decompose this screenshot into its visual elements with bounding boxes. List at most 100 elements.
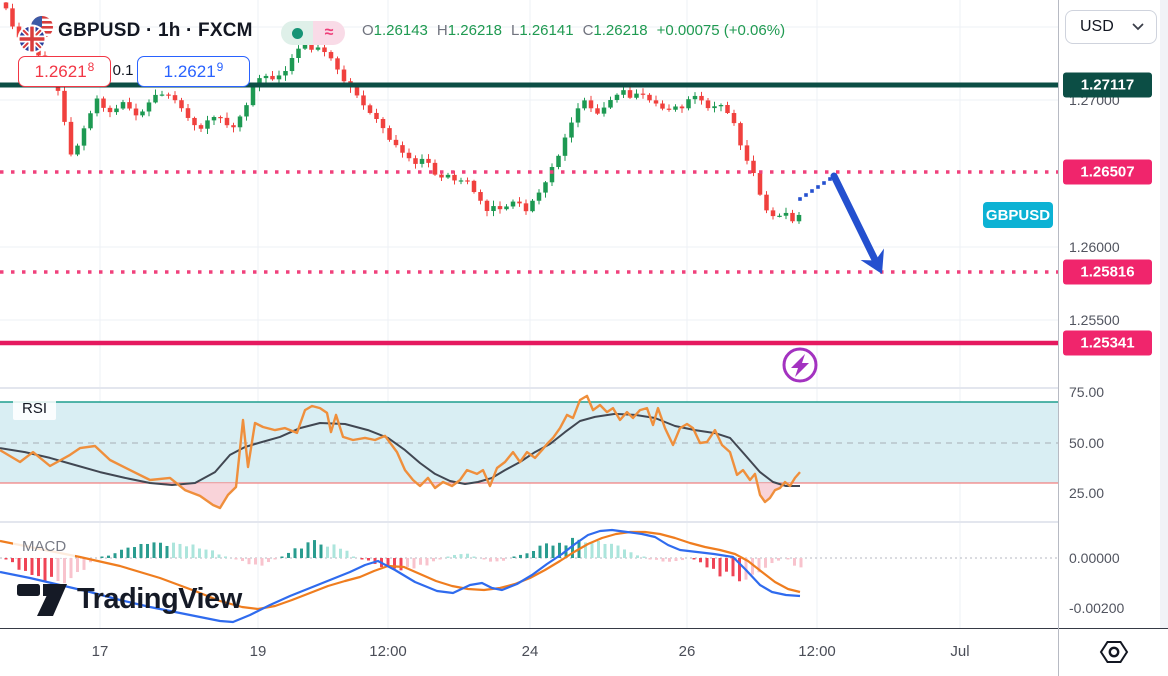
close-label: C: [582, 22, 594, 39]
macd-histogram-bar: [453, 554, 456, 558]
macd-histogram-bar: [367, 558, 370, 561]
macd-histogram-bar: [636, 555, 639, 558]
lightning-bolt-icon: [791, 354, 809, 377]
macd-histogram-bar: [386, 558, 390, 568]
candle-body: [530, 200, 535, 212]
bid-price-sup: 8: [87, 59, 95, 74]
candle-body: [673, 106, 678, 110]
macd-histogram-bar: [538, 545, 542, 558]
candle-body: [270, 75, 275, 80]
lightning-circle-icon: [782, 347, 818, 383]
candle-body: [458, 180, 464, 182]
candle-body: [231, 125, 236, 128]
timezone-corner-box[interactable]: [1058, 628, 1168, 676]
candle-body: [471, 180, 477, 193]
candle-body: [367, 105, 373, 113]
currency-selector[interactable]: USD: [1065, 10, 1157, 44]
macd-histogram-bar: [699, 558, 702, 563]
rsi-indicator-label[interactable]: RSI: [13, 398, 57, 420]
buy-price-button[interactable]: 1.2621 9: [137, 56, 250, 87]
time-axis[interactable]: 17 19 12:00 24 26 12:00 Jul: [0, 628, 1168, 676]
candle-body: [640, 93, 646, 95]
macd-histogram-bar: [799, 558, 803, 568]
chart-canvas[interactable]: [0, 0, 1058, 628]
symbol-title[interactable]: GBPUSD · 1h · FXCM: [58, 20, 253, 41]
panes-hexagon-icon[interactable]: [1099, 639, 1129, 665]
macd-histogram-bar: [764, 558, 767, 568]
macd-histogram-bar: [319, 544, 323, 558]
candle-body: [68, 121, 74, 155]
change-value: +0.00075 (+0.06%): [656, 22, 786, 39]
symbol-pair-flag-icon[interactable]: [14, 12, 58, 56]
macd-histogram-bar: [438, 558, 442, 560]
macd-histogram-bar: [786, 558, 790, 560]
macd-histogram-bar: [738, 558, 741, 582]
macd-histogram-bar: [519, 554, 522, 558]
macd-histogram-bar: [629, 552, 633, 558]
candle-body: [16, 26, 22, 38]
candle-body: [777, 215, 782, 217]
macd-histogram-bar: [178, 543, 182, 558]
macd-histogram-bar: [217, 554, 221, 558]
candle-body: [393, 139, 399, 146]
macd-histogram-bar: [489, 558, 492, 562]
macd-histogram-bar: [352, 556, 355, 558]
macd-histogram-bar: [345, 550, 349, 558]
macd-histogram-bar: [584, 542, 587, 558]
price-axis[interactable]: USD 1.27000 1.26000 1.25500 75.00 50.00 25.00…: [1058, 0, 1168, 628]
macd-histogram-bar: [777, 558, 780, 561]
price-axis-label: 1.26000: [1069, 239, 1120, 255]
macd-histogram-bar: [146, 543, 149, 558]
macd-histogram-bar: [56, 558, 60, 581]
candle-body: [380, 119, 386, 129]
macd-histogram-bar: [191, 544, 195, 558]
candle-body: [764, 194, 769, 211]
macd-histogram-bar: [603, 543, 607, 558]
macd-histogram-bar: [50, 558, 53, 577]
candle-body: [491, 206, 496, 212]
macd-histogram-bar: [432, 558, 435, 562]
macd-indicator-label[interactable]: MACD: [13, 536, 76, 558]
macd-histogram-bar: [692, 558, 696, 560]
time-axis-label: 19: [249, 643, 267, 660]
macd-histogram-bar: [211, 550, 214, 558]
sell-price-button[interactable]: 1.2621 8: [18, 56, 111, 87]
macd-histogram-bar: [313, 540, 316, 558]
macd-histogram-bar: [623, 549, 626, 558]
macd-histogram-bar: [224, 556, 227, 558]
candle-body: [211, 117, 217, 121]
candle-body: [250, 86, 256, 106]
macd-histogram-bar: [234, 558, 238, 560]
candle-body: [257, 78, 262, 87]
candle-body: [497, 206, 503, 210]
candle-body: [705, 100, 711, 109]
candle-body: [315, 47, 321, 50]
candle-body: [166, 94, 171, 96]
candle-body: [296, 48, 301, 59]
approx-price-icon: ≈: [313, 21, 345, 45]
candle-body: [718, 104, 724, 107]
macd-histogram-bar: [731, 558, 735, 577]
candle-body: [127, 102, 132, 109]
macd-histogram-bar: [82, 558, 86, 570]
candle-body: [621, 90, 626, 95]
macd-histogram-bar: [466, 553, 469, 558]
candle-body: [120, 102, 126, 109]
candle-body: [692, 95, 698, 100]
candle-body: [62, 90, 67, 122]
candle-body: [94, 98, 100, 114]
projection-dot: [828, 177, 832, 181]
time-axis-label: Jul: [950, 643, 970, 660]
macd-histogram-bar: [571, 537, 574, 558]
chevron-down-icon: [1132, 23, 1144, 31]
market-status-pill[interactable]: ≈: [281, 21, 345, 45]
macd-signal-line: [0, 530, 801, 611]
candle-body: [432, 162, 438, 175]
candle-body: [237, 116, 243, 128]
candle-body: [757, 173, 763, 195]
candle-body: [400, 145, 405, 153]
candle-body: [192, 117, 197, 126]
candle-body: [153, 94, 158, 103]
macd-histogram-bar: [590, 543, 594, 558]
macd-histogram-bar: [406, 558, 409, 567]
